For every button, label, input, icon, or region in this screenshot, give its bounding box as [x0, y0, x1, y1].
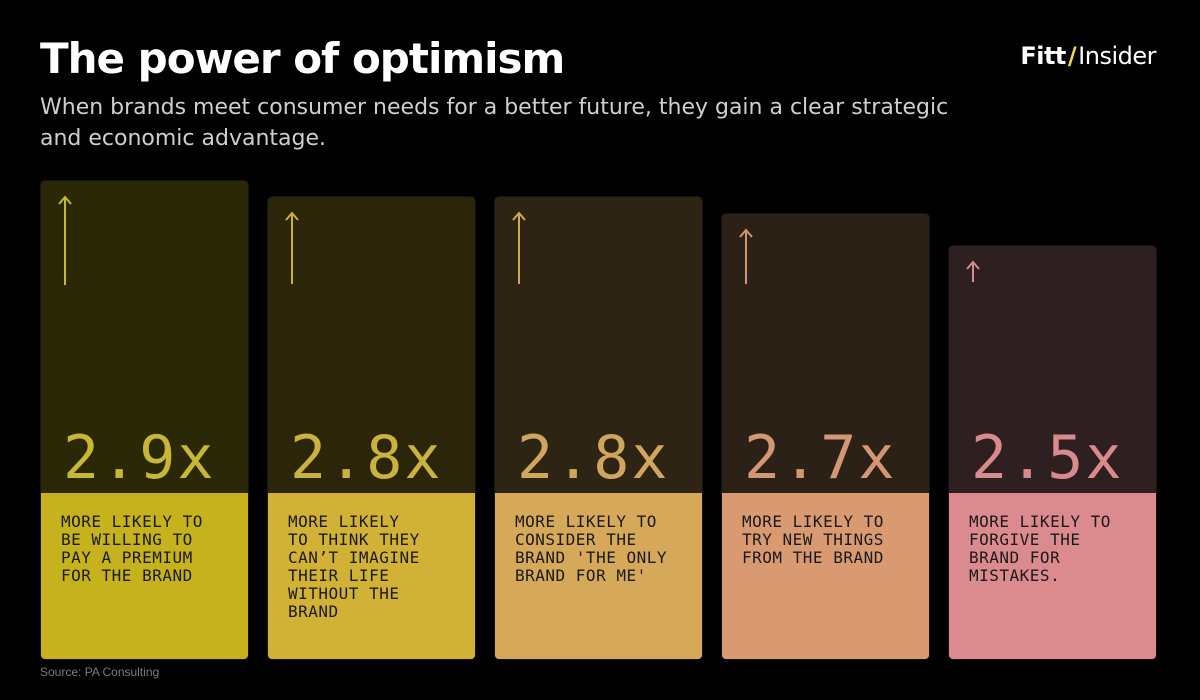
bar-description-section: MORE LIKELY TO FORGIVE THE BRAND FOR MIS… [949, 493, 1156, 659]
logo-slash: / [1067, 42, 1077, 70]
category-label: MORE LIKELY TO CONSIDER THE BRAND 'THE O… [515, 512, 667, 585]
bar-description-section: MORE LIKELY TO BE WILLING TO PAY A PREMI… [41, 493, 248, 659]
logo-part-insider: Insider [1078, 42, 1156, 70]
source-note: Source: PA Consulting [40, 665, 160, 679]
value-label: 2.8x [517, 423, 670, 493]
category-label: MORE LIKELY TO THINK THEY CAN’T IMAGINE … [288, 512, 420, 621]
bar-card: 2.9x MORE LIKELY TO BE WILLING TO PAY A P… [40, 180, 249, 660]
bar-card: 2.8x MORE LIKELY TO THINK THEY CAN’T IMAG… [267, 196, 476, 660]
bar-top-section: 2.8x [495, 197, 702, 495]
bar-top-section: 2.9x [41, 181, 248, 495]
bar-card: 2.8x MORE LIKELY TO CONSIDER THE BRAND 'T… [494, 196, 703, 660]
up-arrow-icon [512, 211, 526, 285]
up-arrow-icon [966, 260, 980, 282]
bar-top-section: 2.7x [722, 213, 929, 495]
page-title: The power of optimism [40, 34, 565, 83]
page-subtitle: When brands meet consumer needs for a be… [40, 95, 949, 151]
up-arrow-icon [58, 195, 72, 285]
bar-description-section: MORE LIKELY TO CONSIDER THE BRAND 'THE O… [495, 493, 702, 659]
logo-part-fitt: Fitt [1020, 42, 1066, 70]
category-label: MORE LIKELY TO FORGIVE THE BRAND FOR MIS… [969, 512, 1111, 585]
category-label: MORE LIKELY TO TRY NEW THINGS FROM THE B… [742, 512, 884, 567]
value-label: 2.9x [63, 423, 216, 493]
bar-top-section: 2.8x [268, 197, 475, 495]
up-arrow-icon [739, 227, 753, 284]
value-label: 2.7x [744, 423, 897, 493]
category-label: MORE LIKELY TO BE WILLING TO PAY A PREMI… [61, 512, 203, 585]
bar-description-section: MORE LIKELY TO TRY NEW THINGS FROM THE B… [722, 493, 929, 659]
bar-description-section: MORE LIKELY TO THINK THEY CAN’T IMAGINE … [268, 493, 475, 659]
value-label: 2.8x [290, 423, 443, 493]
up-arrow-icon [285, 211, 299, 285]
value-label: 2.5x [971, 423, 1124, 493]
bar-top-section: 2.5x [949, 246, 1156, 495]
bar-card: 2.7x MORE LIKELY TO TRY NEW THINGS FROM T… [721, 212, 930, 660]
bar-card: 2.5x MORE LIKELY TO FORGIVE THE BRAND FOR… [948, 245, 1157, 660]
fitt-insider-logo: Fitt/Insider [1020, 42, 1156, 70]
